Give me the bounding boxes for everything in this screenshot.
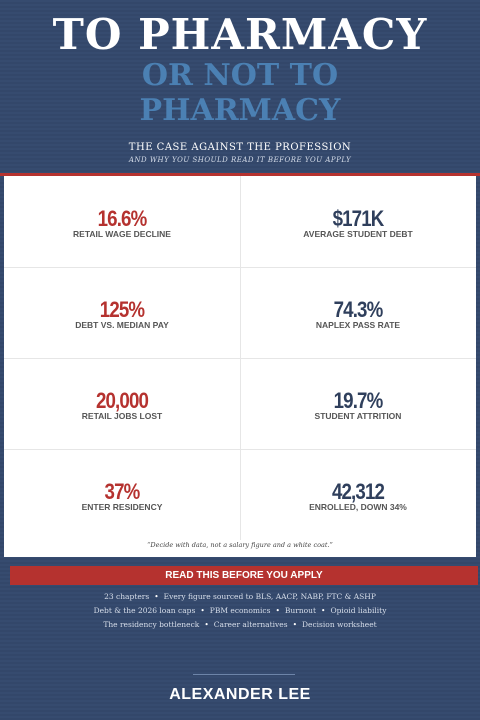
cta-banner: READ THIS BEFORE YOU APPLY: [10, 566, 478, 585]
stat-label: AVERAGE STUDENT DEBT: [303, 229, 413, 239]
stats-panel: 16.6% RETAIL WAGE DECLINE $171K AVERAGE STU…: [4, 176, 476, 557]
stat: 37% ENTER RESIDENCY: [4, 449, 241, 540]
stat-value: 16.6%: [97, 206, 148, 231]
detail-item: Career alternatives: [199, 620, 287, 629]
detail-item: 23 chapters: [104, 592, 150, 601]
stat-value: 37%: [104, 479, 141, 504]
detail-item: Every figure sourced to BLS, AACP, NABP,…: [149, 592, 376, 601]
stat: 16.6% RETAIL WAGE DECLINE: [4, 176, 241, 268]
stat-label: RETAIL WAGE DECLINE: [73, 229, 171, 239]
stat-label: NAPLEX PASS RATE: [315, 320, 401, 330]
stat-value: 42,312: [331, 479, 385, 504]
stat-value: 74.3%: [333, 297, 384, 322]
stat-label: ENROLLED, DOWN 34%: [309, 502, 407, 512]
stat-label: STUDENT ATTRITION: [314, 411, 402, 421]
detail-line: 23 chaptersEvery figure sourced to BLS, …: [0, 592, 480, 601]
detail-item: Decision worksheet: [288, 620, 377, 629]
stat-value: $171K: [332, 206, 385, 231]
stat: $171K AVERAGE STUDENT DEBT: [240, 176, 476, 268]
divider: [193, 674, 295, 675]
detail-item: PBM economics: [195, 606, 270, 615]
stat: 125% DEBT VS. MEDIAN PAY: [4, 267, 241, 359]
stat-label: ENTER RESIDENCY: [81, 502, 163, 512]
detail-item: Debt & the 2026 loan caps: [93, 606, 196, 615]
detail-item: Burnout: [270, 606, 316, 615]
detail-line: Debt & the 2026 loan capsPBM economicsBu…: [0, 606, 480, 615]
title-line: TO PHARMACY: [52, 10, 428, 59]
quote: “Decide with data, not a salary figure a…: [147, 541, 333, 549]
stat-value: 125%: [99, 297, 145, 322]
stat-label: RETAIL JOBS LOST: [81, 411, 163, 421]
title-line: PHARMACY: [139, 93, 341, 128]
author: ALEXANDER LEE: [169, 686, 311, 703]
tagline: AND WHY YOU SHOULD READ IT BEFORE YOU AP…: [128, 156, 352, 164]
stat-label: DEBT VS. MEDIAN PAY: [75, 320, 169, 330]
detail-line: The residency bottleneckCareer alternati…: [0, 620, 480, 629]
rule: [0, 173, 480, 176]
stat: 42,312 ENROLLED, DOWN 34%: [240, 449, 476, 540]
detail-item: Opioid liability: [316, 606, 386, 615]
subtitle: THE CASE AGAINST THE PROFESSION: [128, 142, 352, 153]
stat-value: 19.7%: [333, 388, 384, 413]
stat: 19.7% STUDENT ATTRITION: [240, 358, 476, 450]
stat: 74.3% NAPLEX PASS RATE: [240, 267, 476, 359]
stat-value: 20,000: [95, 388, 149, 413]
title-line: OR NOT TO: [141, 58, 339, 93]
detail-item: The residency bottleneck: [103, 620, 200, 629]
stat: 20,000 RETAIL JOBS LOST: [4, 358, 241, 450]
